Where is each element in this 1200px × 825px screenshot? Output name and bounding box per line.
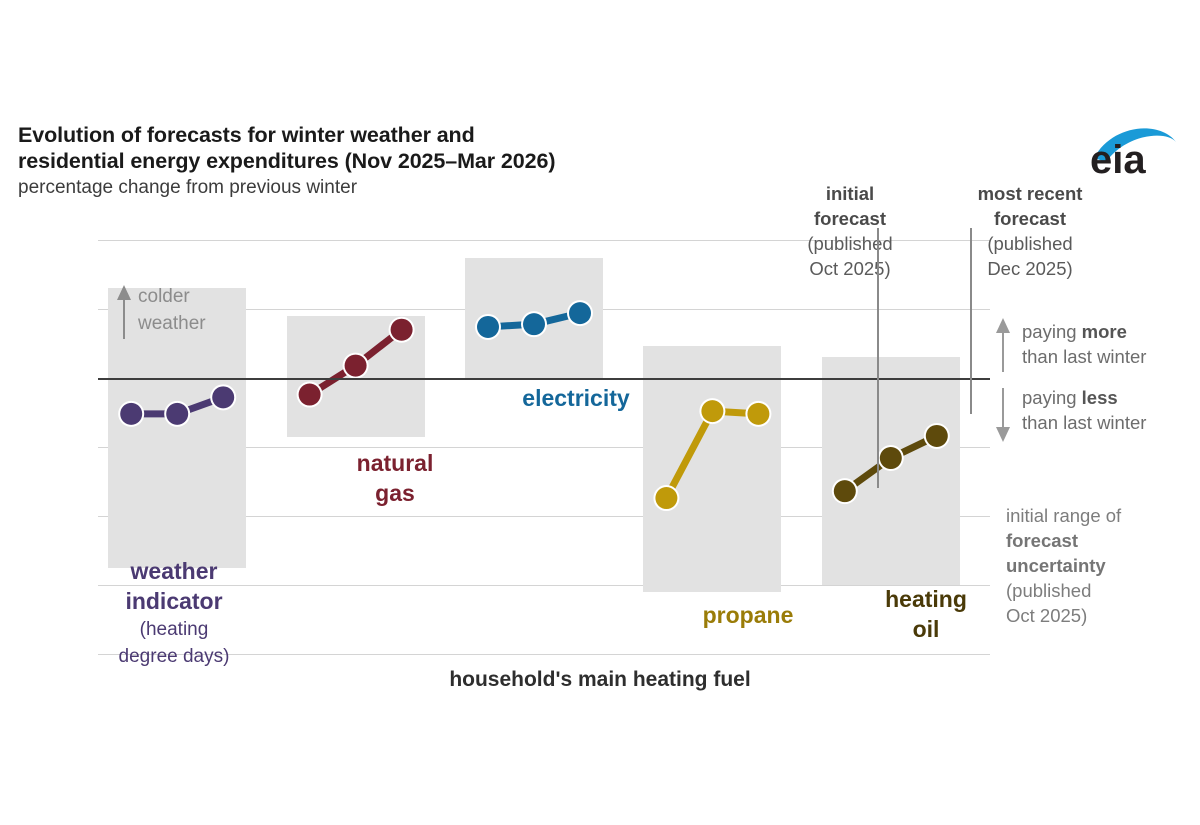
colder-weather-line-2: weather bbox=[138, 313, 206, 334]
x-axis-title: household's main heating fuel bbox=[449, 668, 751, 691]
initial-forecast-annotation: initial forecast (published Oct 2025) bbox=[770, 181, 930, 281]
up-arrow-icon bbox=[996, 318, 1010, 372]
paying-less-note: paying less than last winter bbox=[1022, 385, 1200, 435]
recent-forecast-bold-1: most recent bbox=[977, 183, 1083, 204]
uncertainty-line-5: Oct 2025) bbox=[1006, 605, 1088, 626]
series-layer bbox=[118, 300, 950, 512]
recent-forecast-bold-2: forecast bbox=[994, 208, 1066, 229]
heating-oil-label-line-1: heating bbox=[885, 586, 967, 612]
uncertainty-line-2: forecast bbox=[1006, 530, 1078, 551]
gridline bbox=[98, 654, 990, 655]
data-point-natural_gas-0[interactable] bbox=[298, 383, 321, 406]
initial-forecast-leader-line bbox=[877, 228, 879, 488]
uncertainty-band-propane bbox=[643, 346, 782, 592]
paying-more-line-2: than last winter bbox=[1022, 346, 1147, 367]
category-label-heating-oil: heating oil bbox=[852, 584, 1000, 644]
recent-forecast-plain-1: (published bbox=[987, 233, 1073, 254]
uncertainty-band-weather bbox=[108, 288, 247, 569]
gridline bbox=[98, 516, 990, 517]
uncertainty-line-3: uncertainty bbox=[1006, 555, 1106, 576]
data-point-electricity-2[interactable] bbox=[569, 302, 591, 325]
weather-label-line-2: indicator bbox=[125, 588, 223, 614]
zero-baseline bbox=[98, 378, 990, 380]
data-point-propane-0[interactable] bbox=[655, 487, 678, 510]
eia-logo: eia bbox=[1086, 118, 1186, 182]
uncertainty-line-4: (published bbox=[1006, 580, 1092, 601]
series-segment-propane bbox=[662, 407, 716, 502]
weather-label-line-1: weather bbox=[130, 558, 218, 584]
data-point-natural_gas-1[interactable] bbox=[344, 354, 367, 377]
uncertainty-band-heating_oil bbox=[821, 357, 960, 585]
category-label-electricity: electricity bbox=[466, 383, 686, 413]
paying-less-line-1: paying less bbox=[1022, 385, 1200, 410]
propane-label-line-1: propane bbox=[702, 602, 794, 628]
category-label-weather: weather indicator (heating degree days) bbox=[74, 556, 274, 670]
weather-label-line-4: degree days) bbox=[118, 646, 230, 667]
electricity-label-line-1: electricity bbox=[522, 385, 630, 411]
paying-less-line-2: than last winter bbox=[1022, 412, 1147, 433]
chart-subtitle: percentage change from previous winter bbox=[18, 177, 358, 198]
initial-forecast-plain-2: Oct 2025) bbox=[809, 258, 891, 279]
gridline bbox=[98, 447, 990, 448]
paying-less-plain: paying bbox=[1022, 387, 1082, 408]
paying-more-line-1: paying more bbox=[1022, 319, 1200, 344]
natural-gas-label-line-2: gas bbox=[375, 480, 415, 506]
category-label-natural-gas: natural gas bbox=[300, 448, 490, 508]
paying-more-plain: paying bbox=[1022, 321, 1082, 342]
data-point-propane-2[interactable] bbox=[747, 402, 770, 425]
recent-forecast-annotation: most recent forecast (published Dec 2025… bbox=[940, 181, 1120, 281]
colder-weather-line-1: colder bbox=[138, 286, 190, 307]
category-label-propane: propane bbox=[648, 600, 848, 630]
uncertainty-note: initial range of forecast uncertainty (p… bbox=[1006, 503, 1196, 628]
data-point-natural_gas-2[interactable] bbox=[390, 318, 413, 341]
heating-oil-label-line-2: oil bbox=[912, 616, 940, 642]
data-point-electricity-1[interactable] bbox=[523, 313, 545, 336]
initial-forecast-plain-1: (published bbox=[807, 233, 893, 254]
plot-area: 10%5%0%-5%-10%-15%-20% bbox=[98, 240, 990, 655]
initial-forecast-bold-2: forecast bbox=[814, 208, 886, 229]
down-arrow-icon bbox=[996, 388, 1010, 442]
data-point-weather-2[interactable] bbox=[212, 386, 235, 409]
colder-weather-arrow-icon bbox=[117, 285, 131, 339]
svg-text:eia: eia bbox=[1090, 138, 1146, 180]
gridline bbox=[98, 585, 990, 586]
data-point-heating_oil-1[interactable] bbox=[879, 447, 902, 470]
recent-forecast-leader-line bbox=[970, 228, 972, 414]
paying-more-note: paying more than last winter bbox=[1022, 319, 1200, 369]
data-point-electricity-0[interactable] bbox=[477, 315, 499, 338]
data-point-propane-1[interactable] bbox=[701, 400, 724, 423]
initial-forecast-bold-1: initial bbox=[825, 183, 875, 204]
uncertainty-line-1: initial range of bbox=[1006, 505, 1122, 526]
colder-weather-note: colder weather bbox=[138, 283, 248, 337]
natural-gas-label-line-1: natural bbox=[356, 450, 434, 476]
data-point-weather-1[interactable] bbox=[166, 402, 189, 425]
data-point-weather-0[interactable] bbox=[120, 402, 143, 425]
chart-title-block: Evolution of forecasts for winter weathe… bbox=[18, 122, 778, 201]
paying-more-bold: more bbox=[1081, 321, 1127, 342]
weather-label-line-3: (heating bbox=[139, 619, 209, 640]
paying-less-bold: less bbox=[1081, 387, 1118, 408]
chart-title-line-2: residential energy expenditures (Nov 202… bbox=[18, 149, 556, 173]
chart-title-line-1: Evolution of forecasts for winter weathe… bbox=[18, 123, 475, 147]
data-point-heating_oil-0[interactable] bbox=[833, 480, 856, 503]
gridline bbox=[98, 240, 990, 241]
recent-forecast-plain-2: Dec 2025) bbox=[987, 258, 1073, 279]
data-point-heating_oil-2[interactable] bbox=[925, 424, 948, 447]
